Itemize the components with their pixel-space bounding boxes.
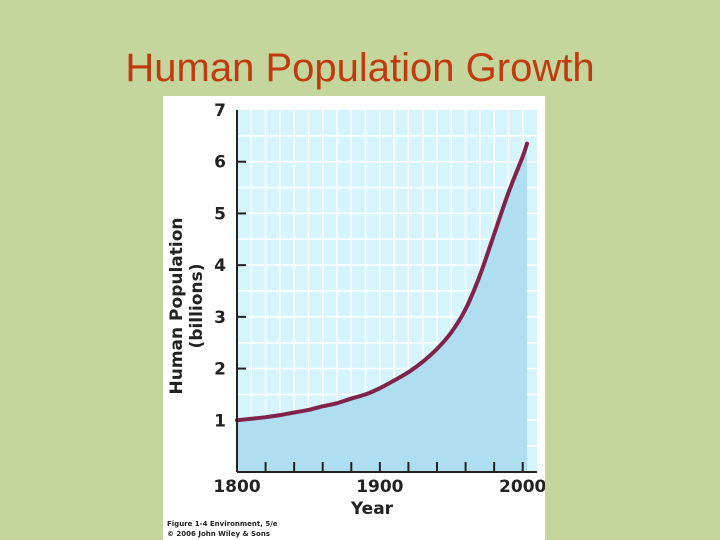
y-tick-label: 2 [214,360,226,380]
y-tick-label: 5 [214,204,226,224]
population-line [235,141,529,423]
y-tick-label: 6 [214,153,226,173]
y-tick-label: 4 [214,256,226,276]
x-axis-title: Year [350,499,394,519]
y-tick-label: 3 [214,308,226,328]
y-axis-title-group: Human Population (billions) [167,218,207,395]
y-axis-title-line1: Human Population [167,218,187,395]
y-tick-label: 1 [214,411,226,431]
y-tick-label: 7 [214,101,226,121]
figure-caption-line2: © 2006 John Wiley & Sons [167,530,270,538]
population-chart: 1800 1900 2000 1 2 3 4 5 6 7 Year Human Populatio… [167,101,545,538]
x-tick-label: 1800 [213,477,260,497]
x-tick-label: 1900 [356,477,403,497]
axis-ticks [237,160,524,472]
tick-labels: 1800 1900 2000 1 2 3 4 5 6 7 [213,101,545,497]
population-area [237,143,527,472]
figure-panel: 1800 1900 2000 1 2 3 4 5 6 7 Year Human Populatio… [163,96,545,540]
x-tick-label: 2000 [499,477,545,497]
figure-caption-line1: Figure 1-4 Environment, 5/e [167,520,278,528]
slide-title: Human Population Growth [125,46,595,90]
y-axis-title-line2: (billions) [187,264,207,349]
